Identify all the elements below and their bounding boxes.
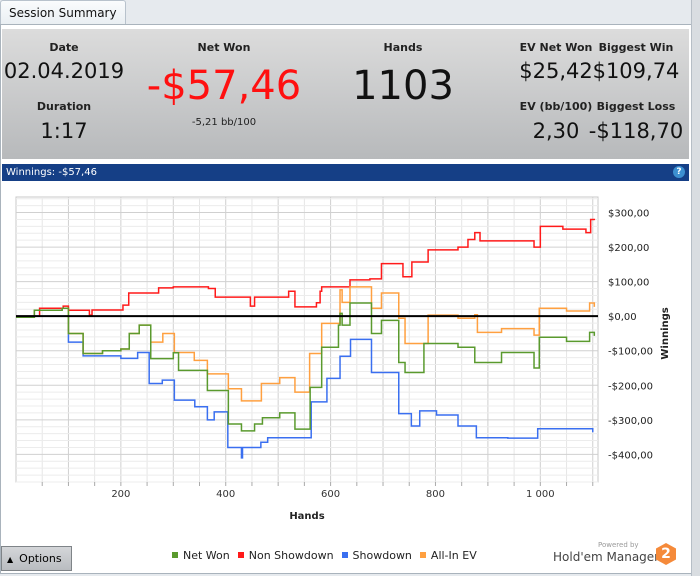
scrollbar[interactable] <box>691 0 700 576</box>
series-line-showdown <box>16 315 594 459</box>
plot-area <box>15 196 599 483</box>
legend-swatch <box>419 552 426 558</box>
legend-label: Showdown <box>352 549 412 562</box>
y-tick-label: -$200,00 <box>608 381 653 392</box>
series-line-non-showdown <box>16 218 596 317</box>
net-won-bb: -5,21 bb/100 <box>191 117 257 128</box>
y-tick-label: $0,00 <box>608 312 637 323</box>
stats-panel: Date 02.04.2019 Duration 1:17 Net Won -$… <box>2 29 689 159</box>
biggest-win-value: $109,74 <box>592 59 680 83</box>
legend-net-won[interactable]: Net Won <box>172 549 230 562</box>
options-button[interactable]: ▲ Options <box>1 546 72 571</box>
x-tick-label: 1 000 <box>526 489 555 500</box>
y-axis-title: Winnings <box>660 307 671 359</box>
hands-value: 1103 <box>352 63 454 109</box>
winnings-panel-header: Winnings: -$57,46 ? <box>2 164 689 181</box>
duration-label: Duration <box>36 100 92 113</box>
date-value: 02.04.2019 <box>3 59 125 83</box>
ev-net-won-label: EV Net Won <box>519 41 593 54</box>
caret-up-icon: ▲ <box>7 555 14 564</box>
legend-swatch <box>341 552 348 558</box>
net-won-value: -$57,46 <box>146 63 302 109</box>
y-tick-label: $300,00 <box>608 209 649 220</box>
y-tick-label: $100,00 <box>608 278 649 289</box>
ev-net-won-value: $25,42 <box>519 59 593 83</box>
ev-bb-label: EV (bb/100) <box>519 100 593 113</box>
y-tick-label: -$400,00 <box>608 450 653 461</box>
net-won-label: Net Won <box>197 41 251 54</box>
biggest-win-label: Biggest Win <box>598 41 674 54</box>
legend-swatch <box>172 552 178 558</box>
options-label: Options <box>19 552 62 565</box>
hands-label: Hands <box>383 41 423 54</box>
winnings-title: Winnings: -$57,46 <box>6 167 97 178</box>
legend-all-in-ev[interactable]: All-In EV <box>419 549 477 562</box>
y-tick-label: $200,00 <box>608 243 649 254</box>
ev-bb-value: 2,30 <box>532 119 580 143</box>
brand-name: Hold'em Manager <box>553 550 660 564</box>
powered-by: Powered by <box>598 541 639 549</box>
legend-label: All-In EV <box>430 549 477 562</box>
x-tick-label: 800 <box>426 489 445 500</box>
y-tick-label: -$100,00 <box>608 347 653 358</box>
biggest-loss-label: Biggest Loss <box>596 100 676 113</box>
biggest-loss-value: -$118,70 <box>588 119 684 143</box>
y-tick-label: -$300,00 <box>608 416 653 427</box>
help-icon[interactable]: ? <box>673 166 685 178</box>
legend-showdown[interactable]: Showdown <box>341 549 412 562</box>
duration-value: 1:17 <box>40 119 88 143</box>
legend-label: Net Won <box>183 549 230 562</box>
series-line-net-won <box>16 302 596 432</box>
x-tick-label: 200 <box>111 489 130 500</box>
date-label: Date <box>49 41 79 54</box>
tab-session-summary[interactable]: Session Summary <box>0 0 126 25</box>
x-tick-label: 600 <box>321 489 340 500</box>
x-tick-label: 400 <box>216 489 235 500</box>
legend-non-showdown[interactable]: Non Showdown <box>237 549 334 562</box>
x-axis-title: Hands <box>289 511 324 522</box>
chart-legend: Net Won Non Showdown Showdown All-In EV <box>172 549 477 562</box>
legend-label: Non Showdown <box>248 549 334 562</box>
brand-badge: 2 <box>656 543 676 565</box>
legend-swatch <box>237 552 244 558</box>
